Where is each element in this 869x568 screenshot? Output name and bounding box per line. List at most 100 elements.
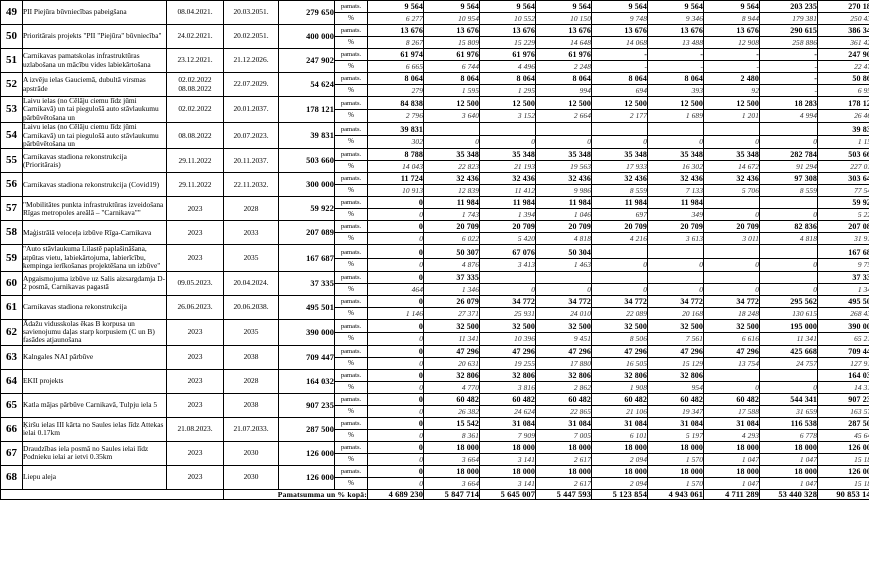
year-value-1-percent: 0 — [368, 453, 423, 465]
grand-total-percent: 5 228 — [818, 208, 869, 220]
remaining-total-principal: 18 000 — [760, 466, 817, 478]
year-value-4-percent: 22 865 — [536, 405, 591, 417]
year-value-5-percent: 22 089 — [592, 307, 647, 319]
row-type-principal: pamats. — [335, 197, 367, 210]
year-value-4-cell: 0 — [535, 270, 592, 296]
year-value-4-cell: 11 984 1 046 — [535, 196, 592, 222]
year-value-2-principal: 8 064 — [424, 73, 479, 85]
row-type-principal: pamats. — [335, 442, 367, 454]
year-value-1-percent: 6 277 — [368, 12, 423, 24]
remaining-total-principal: - — [760, 49, 817, 61]
year-value-7-principal — [704, 124, 759, 137]
year-value-2-principal: 32 500 — [424, 320, 479, 333]
year-value-2-principal: 18 000 — [424, 442, 479, 454]
project-description-cell: Kalngales NAI pārbūve — [22, 344, 167, 370]
year-value-4-percent: 4 818 — [536, 232, 591, 244]
year-value-3-percent: 24 624 — [480, 405, 535, 417]
year-value-4-cell: 50 304 1 463 — [535, 244, 592, 272]
year-value-6-percent: 954 — [648, 381, 703, 393]
year-value-4-percent: 1 046 — [536, 208, 591, 220]
remaining-total-percent: 4 994 — [760, 109, 817, 122]
year-value-2-cell: 26 079 27 371 — [423, 294, 480, 320]
remaining-total-cell: -- — [759, 72, 818, 97]
grand-total-percent: 250 430 — [818, 12, 869, 24]
year-value-7-percent: 1 047 — [704, 477, 759, 489]
year-value-3-principal — [480, 272, 535, 284]
year-value-7-percent: 3 011 — [704, 232, 759, 244]
year-value-1-principal: 8 064 — [368, 73, 423, 85]
year-value-6-cell: 20 709 3 613 — [647, 220, 704, 246]
year-value-7-percent: 92 — [704, 84, 759, 96]
year-value-4-principal: 18 000 — [536, 442, 591, 454]
year-value-5-cell: 35 348 17 933 — [591, 148, 648, 174]
year-value-6-principal: 32 806 — [648, 370, 703, 382]
year-value-6-percent: 16 302 — [648, 160, 703, 172]
year-value-6-percent: 1 570 — [648, 453, 703, 465]
year-value-5-percent: 21 106 — [592, 405, 647, 417]
end-date-cell: 20.04.2024. — [223, 270, 279, 296]
year-value-6-cell: 11 984 349 — [647, 196, 704, 222]
grand-total-principal: 164 032 — [818, 370, 869, 382]
year-value-4-principal: 50 304 — [536, 246, 591, 259]
year-value-5-principal: 9 564 — [592, 1, 647, 13]
row-type-percent: % — [335, 357, 367, 369]
year-value-5-principal — [592, 246, 647, 259]
year-value-1-cell: 13 676 8 267 — [367, 24, 424, 49]
year-value-6-principal: - — [648, 49, 703, 61]
year-value-1-percent: 302 — [368, 135, 423, 148]
year-value-2-principal: 32 806 — [424, 370, 479, 382]
year-value-3-cell: 20 709 5 420 — [479, 220, 536, 246]
year-value-3-principal: 61 976 — [480, 49, 535, 61]
year-value-6-cell: 12 500 1 689 — [647, 95, 704, 124]
year-value-4-principal: 32 500 — [536, 320, 591, 333]
remaining-total-cell: 116 538 6 778 — [759, 416, 818, 442]
year-value-7-principal: 13 676 — [704, 25, 759, 37]
year-value-5-cell: 32 806 1 908 — [591, 368, 648, 394]
end-date-cell: 20.11.2037. — [223, 148, 279, 174]
remaining-total-percent: - — [760, 84, 817, 96]
grand-total-percent: 9 753 — [818, 258, 869, 270]
year-value-3-principal: 8 064 — [480, 73, 535, 85]
remaining-total-cell: 18 000 1 047 — [759, 464, 818, 490]
year-value-2-cell: 32 806 4 770 — [423, 368, 480, 394]
grand-total-cell: 503 660227 010 — [817, 148, 869, 174]
remaining-total-percent: 179 381 — [760, 12, 817, 24]
totals-spacer — [0, 488, 224, 500]
year-value-6-cell: 0 — [647, 270, 704, 296]
year-value-3-cell: 60 482 24 624 — [479, 392, 536, 418]
remaining-total-percent: 1 047 — [760, 453, 817, 465]
year-value-5-principal — [592, 272, 647, 284]
remaining-total-percent: 11 341 — [760, 332, 817, 344]
remaining-total-cell: 82 836 4 818 — [759, 220, 818, 246]
year-value-7-percent: 18 248 — [704, 307, 759, 319]
year-value-4-principal: 47 296 — [536, 346, 591, 358]
year-value-5-principal: 20 709 — [592, 221, 647, 234]
end-date-cell: 2028 — [223, 368, 279, 394]
year-value-1-principal: 0 — [368, 370, 423, 382]
grand-total-principal: 247 902 — [818, 49, 869, 61]
year-value-3-percent: 4 496 — [480, 60, 535, 72]
year-value-1-percent: 10 913 — [368, 184, 423, 196]
year-value-1-principal: 39 831 — [368, 124, 423, 137]
year-value-6-percent: 20 168 — [648, 307, 703, 319]
grand-total-principal: 386 347 — [818, 25, 869, 37]
loan-amount-cell: 300 000 — [278, 172, 335, 198]
row-number-cell: 50 — [0, 24, 23, 49]
table-row: 54 Laivu ielas (no Cēlāju ciemu līdz jūmi… — [0, 122, 869, 150]
year-value-4-cell: 32 806 2 862 — [535, 368, 592, 394]
year-value-4-percent: 1 463 — [536, 258, 591, 270]
year-value-5-percent: 1 908 — [592, 381, 647, 393]
year-value-6-percent: 3 613 — [648, 232, 703, 244]
grand-total-cell: 709 447127 910 — [817, 344, 869, 370]
grand-total-principal: 167 687 — [818, 246, 869, 259]
table-row: 50 Prioritārais projekts "PII "Piejūra" b… — [0, 24, 869, 49]
row-type-percent: % — [335, 208, 367, 220]
table-row: 51 Carnikavas pamatskolas infrastruktūras… — [0, 48, 869, 73]
year-value-5-percent: 697 — [592, 208, 647, 220]
year-value-3-cell: 18 000 3 141 — [479, 440, 536, 466]
row-type-percent: % — [335, 160, 367, 172]
